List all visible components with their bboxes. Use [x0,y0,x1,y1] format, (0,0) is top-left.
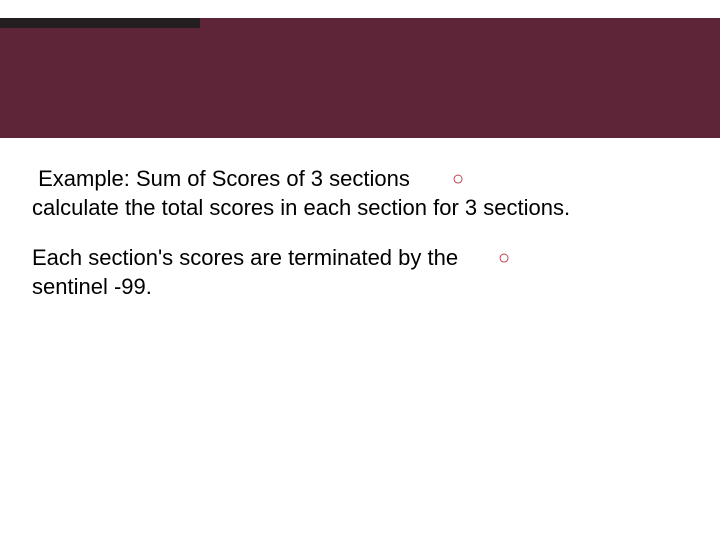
bullet-marker-icon: ○ [452,169,464,189]
stripe-dark-segment [0,18,200,28]
top-stripe [0,18,720,28]
bullet-marker-icon: ○ [498,248,510,268]
bullet-title: Example: Sum of Scores of 3 sections [38,166,410,191]
bullet-body: calculate the total scores in each secti… [32,195,570,220]
stripe-accent-segment [200,18,720,28]
bullet-item: ○ Example: Sum of Scores of 3 sections c… [32,165,592,222]
bullet-title: Each section's scores are terminated by … [32,245,458,270]
bullet-item: ○ Each section's scores are terminated b… [32,244,592,301]
bullet-text: Example: Sum of Scores of 3 sections cal… [32,166,570,220]
bullet-text: Each section's scores are terminated by … [32,245,458,299]
content-area: ○ Example: Sum of Scores of 3 sections c… [32,165,592,323]
bullet-body: sentinel -99. [32,274,152,299]
header-block [0,28,720,138]
slide: ○ Example: Sum of Scores of 3 sections c… [0,0,720,540]
